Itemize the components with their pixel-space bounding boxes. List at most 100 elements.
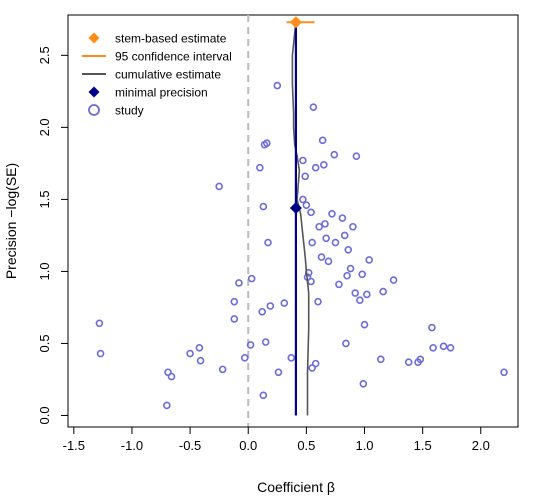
study-point (365, 256, 373, 264)
study-point (304, 269, 313, 277)
study-point (247, 274, 256, 283)
legend-symbol-diamond (88, 32, 100, 44)
y-tick-label: 1.5 (37, 190, 52, 208)
study-point (235, 279, 243, 287)
legend-label: minimal precision (115, 86, 208, 100)
study-point (230, 297, 239, 306)
study-point (356, 296, 364, 305)
legend-label: study (115, 104, 144, 118)
study-point (196, 356, 205, 365)
study-point (349, 222, 357, 231)
study-point (273, 81, 282, 90)
study-point (215, 182, 223, 191)
study-point (259, 202, 268, 211)
study-point (167, 372, 176, 381)
x-tick-label: -1.0 (121, 438, 143, 453)
study-point (446, 343, 455, 352)
y-axis-label: Precision −log(SE) (3, 163, 19, 279)
study-point (311, 163, 320, 172)
legend: stem-based estimate 95 confidence interva… (82, 32, 232, 118)
x-tick-label: 0.0 (239, 438, 257, 453)
study-point (163, 401, 171, 410)
x-tick-label: 1.0 (355, 438, 373, 453)
study-point (274, 368, 283, 377)
study-point (322, 234, 330, 243)
study-point (404, 358, 413, 366)
study-point (246, 341, 255, 349)
study-point (318, 136, 327, 145)
y-axis: 0.0 0.5 1.0 1.5 2.0 2.5 (37, 46, 69, 425)
x-tick-label: -0.5 (179, 438, 201, 453)
study-point (307, 277, 315, 286)
stem-estimate-point (289, 16, 302, 29)
y-tick-label: 2.5 (37, 46, 52, 64)
study-point (439, 342, 448, 351)
legend-label: 95 confidence interval (115, 50, 232, 64)
study-point (344, 246, 353, 254)
study-point (429, 343, 437, 352)
study-point (314, 297, 322, 306)
study-point (335, 280, 343, 289)
study-point (359, 379, 368, 388)
study-point (302, 201, 311, 209)
study-point (230, 315, 239, 323)
study-point (299, 195, 307, 204)
y-tick-label: 0.0 (37, 406, 52, 424)
study-point (301, 172, 310, 181)
study-point (363, 290, 371, 299)
study-point (500, 368, 508, 377)
study-point (258, 307, 266, 316)
study-point (317, 253, 326, 261)
legend-symbol-circle (88, 104, 100, 116)
study-point (264, 238, 272, 247)
study-point (389, 276, 398, 284)
study-point (343, 271, 351, 280)
study-point (266, 302, 275, 310)
study-point (263, 139, 271, 148)
study-point (351, 289, 360, 297)
legend-label: stem-based estimate (115, 32, 227, 46)
x-tick-label: 1.5 (414, 438, 432, 453)
study-point (358, 270, 366, 279)
study-point (259, 391, 268, 400)
cumulative-estimate-line (291, 22, 310, 416)
study-point (309, 103, 318, 111)
study-point (360, 320, 369, 329)
study-point (256, 163, 264, 172)
study-point (261, 338, 270, 346)
study-point (186, 349, 194, 358)
x-tick-label: -1.5 (63, 438, 85, 453)
study-point (416, 355, 425, 364)
study-point (379, 287, 387, 296)
x-axis: -1.5 -1.0 -0.5 0.0 0.5 1.0 1.5 2.0 (63, 426, 490, 453)
study-point (328, 209, 336, 218)
study-point (195, 343, 204, 352)
study-point (338, 214, 347, 222)
study-point (321, 220, 329, 228)
study-point (340, 231, 349, 240)
study-point (280, 299, 289, 307)
study-point (428, 323, 436, 332)
x-axis-label: Coefficient β (257, 479, 335, 495)
study-point (308, 238, 316, 247)
study-point (287, 354, 296, 362)
study-point (324, 257, 333, 266)
x-tick-label: 0.5 (297, 438, 315, 453)
y-tick-label: 0.5 (37, 334, 52, 352)
study-point (240, 354, 249, 362)
study-point (331, 238, 340, 247)
study-point (315, 222, 323, 231)
legend-symbol-diamond (88, 86, 100, 98)
legend-label: cumulative estimate (115, 68, 221, 82)
study-point (307, 208, 315, 217)
study-point (330, 150, 339, 159)
study-point (342, 339, 350, 348)
y-tick-label: 2.0 (37, 118, 52, 136)
study-point (311, 359, 320, 368)
minimal-precision-point (289, 202, 302, 215)
study-point (95, 319, 104, 328)
study-point (376, 355, 385, 364)
x-tick-label: 2.0 (472, 438, 490, 453)
study-point (320, 161, 328, 169)
